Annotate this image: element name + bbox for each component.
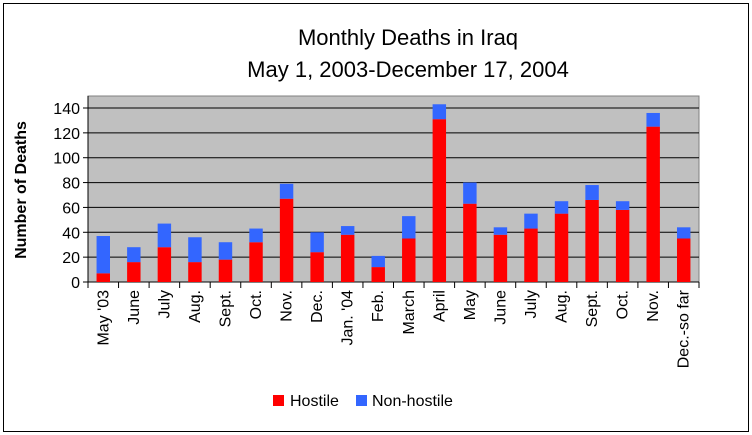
- bar-non-hostile: [157, 223, 172, 248]
- bar-non-hostile: [218, 242, 233, 260]
- bar-hostile: [524, 228, 538, 282]
- bar-non-hostile: [310, 232, 324, 253]
- y-tick-label: 140: [53, 101, 80, 118]
- bar-hostile: [279, 198, 294, 282]
- bar-non-hostile: [554, 201, 569, 214]
- x-tick-label: June: [492, 290, 509, 325]
- x-tick-label: April: [431, 290, 448, 322]
- plot-area: [87, 95, 700, 283]
- bar-hostile: [493, 234, 508, 282]
- x-tick-label: Dec.: [309, 290, 326, 323]
- x-tick-label: Nov.: [279, 290, 296, 322]
- bar-hostile: [432, 119, 447, 282]
- bar-hostile: [249, 242, 263, 282]
- y-tick-label: 100: [53, 151, 80, 168]
- y-tick-label: 40: [62, 225, 80, 242]
- x-tick-label: Dec.-so far: [676, 289, 693, 368]
- bar-hostile: [96, 273, 110, 282]
- y-tick-label: 20: [62, 250, 80, 267]
- bar-non-hostile: [188, 237, 202, 263]
- bar-hostile: [554, 213, 569, 282]
- bar-hostile: [585, 199, 599, 282]
- bar-hostile: [218, 259, 233, 282]
- x-tick-label: Aug.: [554, 290, 571, 323]
- y-tick-label: 0: [71, 275, 80, 292]
- bar-hostile: [677, 238, 691, 282]
- bar-hostile: [402, 238, 416, 282]
- bar-hostile: [615, 209, 630, 282]
- x-tick-label: Sept.: [584, 290, 601, 327]
- bar-non-hostile: [249, 228, 263, 243]
- bar-non-hostile: [646, 112, 660, 127]
- bar-non-hostile: [677, 227, 691, 239]
- bar-hostile: [371, 267, 385, 282]
- bar-non-hostile: [127, 247, 141, 263]
- x-tick-label: Nov.: [645, 290, 662, 322]
- bar-non-hostile: [585, 185, 599, 200]
- x-tick-label: Sept.: [217, 290, 234, 327]
- bar-hostile: [646, 126, 660, 283]
- x-tick-label: Oct.: [248, 290, 265, 319]
- x-tick-label: Aug.: [187, 290, 204, 323]
- x-tick-label: May '03: [95, 290, 112, 346]
- x-tick-label: July: [156, 290, 173, 318]
- x-tick-label: June: [126, 290, 143, 325]
- y-tick-label: 120: [53, 126, 80, 143]
- x-tick-label: Jan. '04: [340, 290, 357, 346]
- x-tick-label: Oct.: [615, 290, 632, 319]
- bar-non-hostile: [96, 236, 110, 274]
- chart-title: Monthly Deaths in Iraq: [298, 25, 518, 50]
- x-tick-label: July: [523, 290, 540, 318]
- y-axis-label: Number of Deaths: [13, 121, 30, 259]
- bar-hostile: [463, 203, 477, 282]
- bar-non-hostile: [402, 216, 416, 239]
- bar-non-hostile: [340, 226, 355, 235]
- x-tick-label: Feb.: [370, 290, 387, 322]
- bar-hostile: [157, 247, 172, 282]
- bar-hostile: [127, 262, 141, 282]
- legend-label-hostile: Hostile: [290, 393, 339, 410]
- legend-label-non-hostile: Non-hostile: [372, 393, 453, 410]
- bar-non-hostile: [615, 201, 630, 210]
- legend-swatch-non-hostile: [356, 395, 367, 406]
- bar-hostile: [340, 234, 355, 282]
- y-tick-label: 60: [62, 200, 80, 217]
- bar-non-hostile: [493, 227, 508, 235]
- bar-hostile: [188, 262, 202, 282]
- chart-subtitle: May 1, 2003-December 17, 2004: [247, 57, 569, 82]
- x-tick-label: March: [401, 290, 418, 334]
- legend-swatch-hostile: [273, 395, 284, 406]
- y-tick-label: 80: [62, 176, 80, 193]
- x-tick-label: May: [462, 290, 479, 320]
- bar-hostile: [310, 252, 324, 282]
- bar-non-hostile: [371, 255, 385, 268]
- legend: Hostile Non-hostile: [273, 393, 453, 410]
- bar-non-hostile: [463, 182, 477, 204]
- bar-non-hostile: [432, 104, 447, 120]
- bar-non-hostile: [524, 213, 538, 229]
- bar-non-hostile: [279, 183, 294, 199]
